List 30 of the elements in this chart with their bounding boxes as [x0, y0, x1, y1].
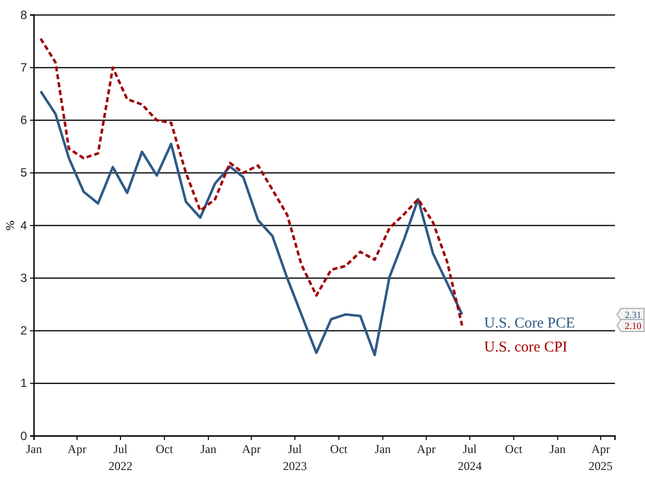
x-tick-label: Oct	[156, 442, 174, 456]
x-tick-label: Oct	[330, 442, 348, 456]
x-tick-label: Jul 2022	[108, 442, 132, 473]
x-tick-label: Jan	[550, 442, 566, 456]
y-tick-label: 7	[20, 60, 28, 74]
x-tick-label: Jul 2023	[282, 442, 307, 473]
x-tick-label: Jan	[374, 442, 391, 456]
x-tick-label: Jul 2024	[458, 442, 482, 473]
x-tick-label: Apr	[242, 442, 261, 456]
x-tick-label: Apr 2025	[588, 442, 613, 473]
y-tick-label: 0	[20, 428, 28, 443]
series-label: U.S. core CPI	[484, 339, 568, 356]
x-tick-label: Oct	[505, 442, 524, 456]
y-axis-title: %	[3, 220, 17, 230]
x-tick-label: Apr	[68, 442, 86, 456]
y-tick-label: 4	[20, 218, 28, 232]
y2-tick-label: 2.31	[624, 310, 642, 321]
line-series	[39, 37, 464, 327]
x-tick-label: Jan	[26, 442, 42, 456]
line-series	[39, 90, 464, 356]
y-tick-label: 1	[20, 376, 28, 390]
y-tick-label: 5	[20, 166, 28, 180]
series-label: U.S. Core PCE	[484, 315, 575, 332]
y-tick-label: 6	[20, 113, 28, 128]
y2-tick-label: 2.10	[624, 322, 642, 332]
x-tick-label: Apr	[416, 442, 436, 456]
x-tick-label: Jan	[200, 442, 216, 456]
y-tick-label: 2	[20, 324, 28, 338]
y-tick-label: 8	[20, 8, 28, 22]
y-tick-label: 3	[20, 270, 28, 285]
